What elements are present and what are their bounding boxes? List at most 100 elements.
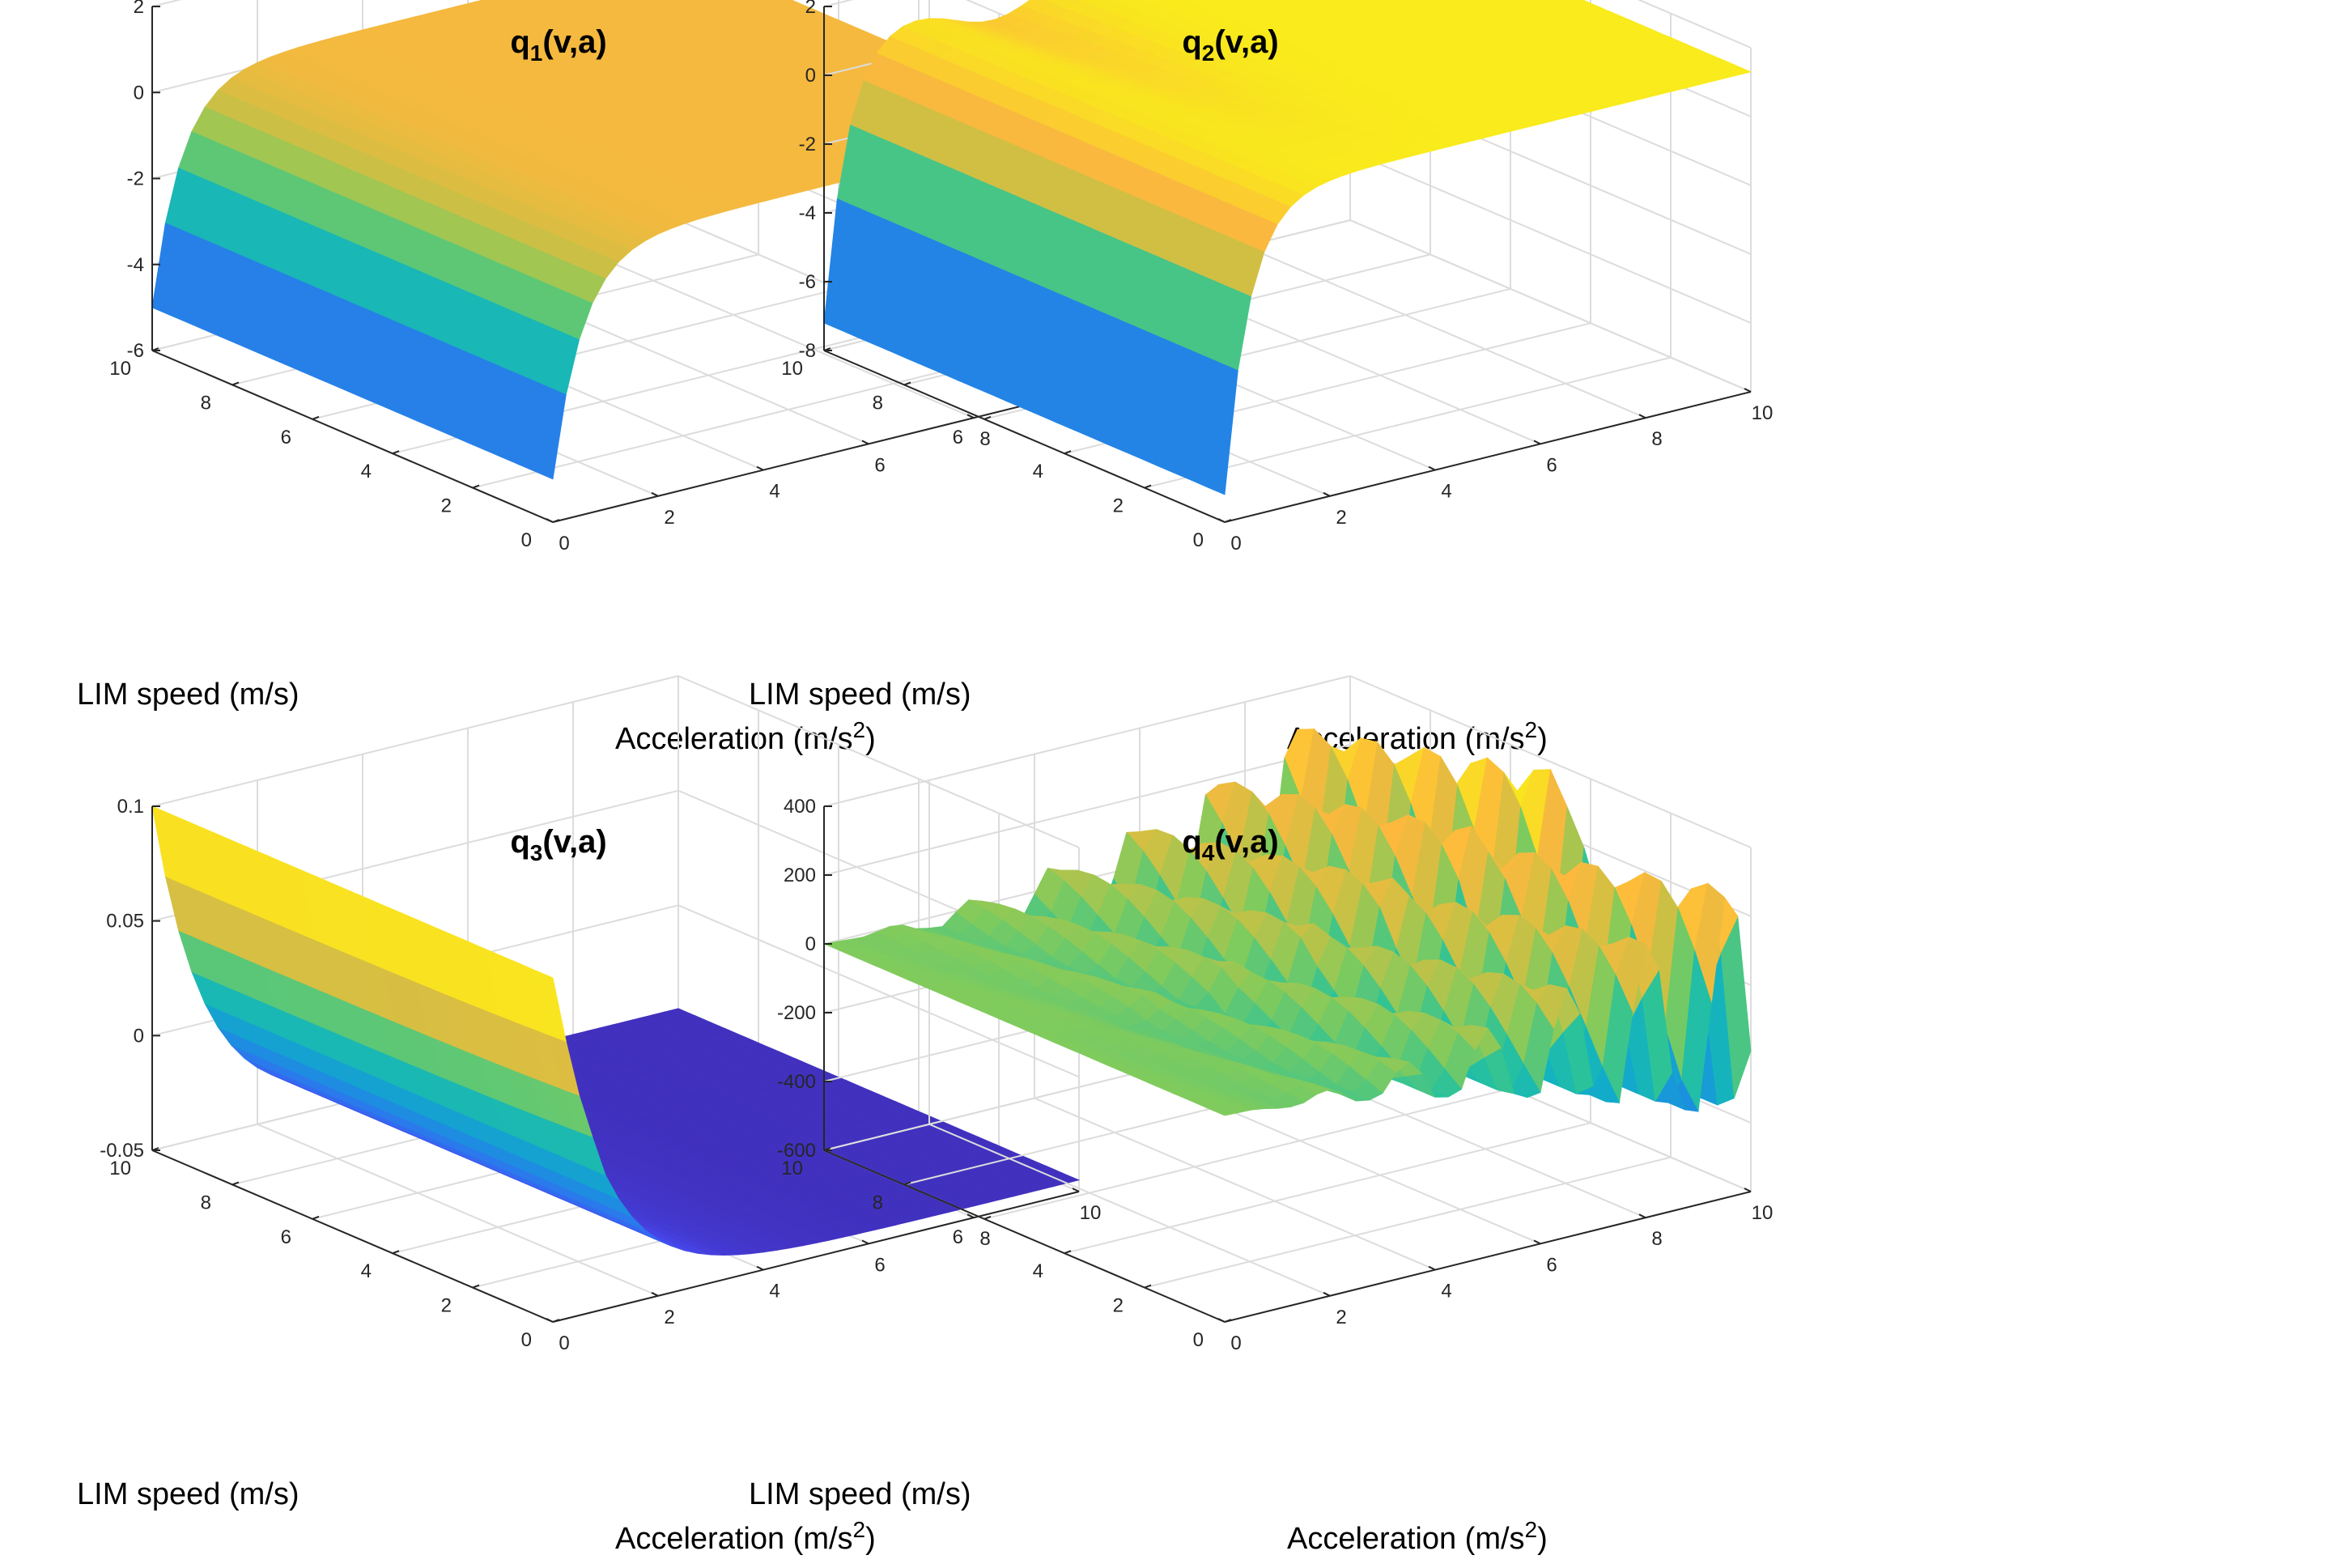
title-args: (v,a): [542, 824, 606, 860]
x-tick: [1064, 450, 1072, 455]
grid-line: [678, 904, 1080, 1078]
title-main: q: [510, 824, 529, 860]
x-tick-label: 0: [1193, 529, 1204, 551]
z-tick-label: 2: [134, 0, 144, 18]
z-tick-label: 0: [805, 933, 816, 955]
y-tick-label: 4: [769, 481, 780, 503]
z-tick-label: -2: [127, 168, 144, 190]
y-axis-label: Acceleration (m/s2): [615, 1517, 876, 1556]
y-axis-label-close: ): [1537, 722, 1548, 756]
z-tick-label: -6: [799, 271, 816, 293]
x-tick: [232, 381, 240, 386]
grid-line: [472, 356, 1000, 489]
x-tick: [472, 484, 480, 489]
y-axis-label-text: Acceleration (m/s: [615, 722, 853, 756]
z-tick-label: 2: [805, 0, 816, 18]
y-tick: [1638, 414, 1646, 419]
x-tick: [232, 1181, 240, 1186]
x-tick-label: 2: [1113, 1295, 1124, 1317]
x-tick: [312, 415, 320, 420]
y-tick: [861, 1239, 869, 1245]
grid-line: [572, 245, 975, 419]
grid-line: [1637, 0, 1752, 49]
y-tick: [756, 465, 764, 471]
subplot-4: 02468100246810-600-400-2000200400q4(v,a)…: [749, 675, 1773, 1556]
y-tick-label: 2: [1336, 1307, 1346, 1328]
grid-line: [678, 675, 1080, 848]
x-tick: [983, 415, 992, 420]
x-tick-label: 6: [953, 427, 963, 448]
y-tick: [966, 414, 975, 419]
y-tick-label: 8: [979, 1228, 990, 1250]
z-tick-label: 0.05: [106, 911, 144, 933]
title-args: (v,a): [1214, 824, 1278, 860]
x-tick-label: 4: [361, 461, 372, 482]
z-tick-label: 0.1: [117, 796, 144, 818]
x-tick: [552, 1319, 560, 1323]
y-axis-label-sup: 2: [1525, 717, 1538, 742]
y-tick: [1533, 440, 1541, 445]
y-tick-label: 10: [1752, 402, 1774, 424]
chart-title: q2(v,a): [1182, 24, 1278, 66]
y-tick-label: 0: [1230, 533, 1241, 555]
x-tick-label: 10: [109, 1158, 131, 1179]
y-tick-label: 10: [1080, 1202, 1102, 1224]
x-tick: [312, 1215, 320, 1220]
z-tick-label: -2: [799, 134, 816, 155]
y-tick: [1744, 388, 1752, 393]
title-subscript: 2: [1202, 40, 1215, 66]
title-args: (v,a): [542, 24, 606, 60]
title-args: (v,a): [1214, 24, 1278, 60]
y-tick-label: 6: [1546, 1254, 1557, 1276]
y-axis-label-text: Acceleration (m/s: [615, 1522, 853, 1556]
y-tick-label: 2: [664, 507, 674, 529]
y-tick-label: 4: [1441, 1281, 1451, 1302]
z-tick-label: -8: [799, 340, 816, 362]
y-axis-label-close: ): [1537, 1522, 1548, 1556]
x-tick-label: 2: [441, 1295, 452, 1317]
x-tick-label: 0: [521, 1329, 532, 1351]
title-main: q: [510, 24, 529, 60]
x-tick-label: 6: [281, 427, 291, 448]
y-tick: [546, 1318, 554, 1323]
grid-line: [1034, 1097, 1436, 1271]
y-tick-label: 4: [1441, 481, 1451, 503]
surface-patch: [535, 970, 567, 1043]
chart-title: q4(v,a): [1182, 824, 1278, 865]
x-tick-label: 0: [1193, 1329, 1204, 1351]
x-tick: [1064, 1250, 1072, 1255]
x-tick: [472, 1284, 480, 1289]
surface: [822, 728, 1752, 1116]
y-axis-label-sup: 2: [1525, 1517, 1538, 1542]
y-tick: [546, 518, 554, 523]
x-tick-label: 2: [1113, 495, 1124, 517]
y-tick-label: 8: [979, 428, 990, 450]
y-axis-label: Acceleration (m/s2): [1287, 1517, 1548, 1556]
chart-title: q3(v,a): [510, 824, 606, 865]
x-axis-line: [151, 350, 554, 523]
y-tick: [651, 491, 659, 497]
x-tick-label: 8: [873, 1192, 883, 1213]
y-tick-label: 4: [769, 1281, 780, 1302]
grid-line: [1064, 1122, 1591, 1255]
grid-line: [1144, 1156, 1672, 1289]
x-tick-label: 8: [201, 1192, 211, 1213]
title-subscript: 4: [1202, 840, 1215, 865]
y-axis-label: Acceleration (m/s2): [615, 717, 876, 756]
chart-title: q1(v,a): [510, 24, 606, 66]
z-tick-label: -0.05: [100, 1140, 144, 1162]
grid-line: [1349, 151, 1752, 324]
y-tick-label: 6: [874, 454, 885, 476]
x-tick-label: 10: [109, 358, 131, 380]
y-tick: [1072, 1188, 1080, 1192]
z-tick-label: 200: [784, 865, 816, 886]
x-tick-label: 10: [781, 358, 803, 380]
y-tick: [651, 1291, 659, 1297]
grid-line: [823, 744, 1351, 876]
x-tick-label: 4: [1033, 461, 1043, 482]
y-tick-label: 2: [1336, 507, 1346, 529]
x-tick: [1224, 519, 1232, 523]
